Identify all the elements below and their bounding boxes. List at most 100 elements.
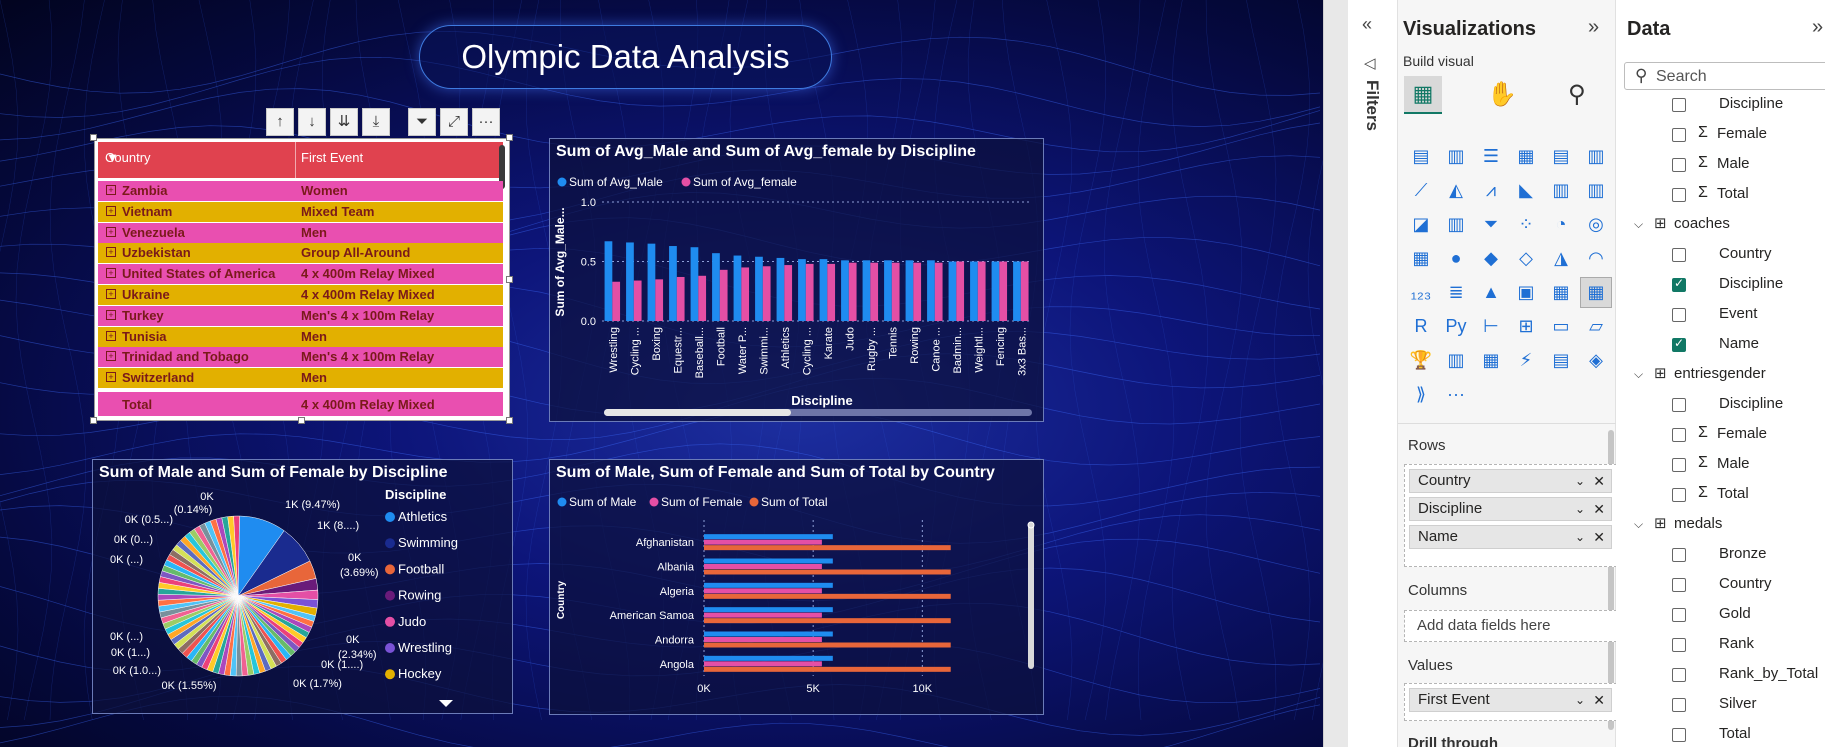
filters-label[interactable]: Filters: [1363, 80, 1382, 132]
visual-type-icon[interactable]: ▥: [1587, 180, 1605, 200]
visual-type-icon[interactable]: ▦: [1482, 350, 1500, 370]
visual-type-icon[interactable]: ◭: [1449, 180, 1463, 200]
visual-type-icon[interactable]: ≣: [1448, 282, 1464, 302]
field-checkbox[interactable]: [1672, 608, 1686, 622]
resize-handle[interactable]: [298, 417, 305, 424]
field-checkbox[interactable]: [1672, 458, 1686, 472]
visual-type-icon[interactable]: ⟋: [1414, 180, 1428, 200]
visual-type-icon[interactable]: ▤: [1552, 350, 1570, 370]
field-checkbox[interactable]: [1672, 158, 1686, 172]
field-item[interactable]: Discipline: [1616, 95, 1825, 115]
field-checkbox[interactable]: [1672, 128, 1686, 142]
field-checkbox[interactable]: [1672, 98, 1686, 112]
chevron-down-icon[interactable]: ⌵: [1634, 517, 1644, 531]
visual-type-icon[interactable]: ◇: [1519, 248, 1533, 268]
expand-row-icon[interactable]: +: [106, 185, 116, 195]
field-checkbox[interactable]: [1672, 428, 1686, 442]
visual-type-icon[interactable]: ⊢: [1483, 316, 1499, 336]
chevron-down-icon[interactable]: ⌄: [1574, 693, 1585, 707]
drill-up-icon[interactable]: ↑: [266, 108, 294, 136]
expand-row-icon[interactable]: +: [106, 226, 116, 237]
visual-type-icon[interactable]: ₁₂₃: [1410, 282, 1432, 302]
row-field-pill[interactable]: Country ⌄ ✕: [1409, 469, 1612, 493]
field-item[interactable]: Σ Female: [1616, 124, 1825, 145]
bar-chart-visual[interactable]: Sum of Male, Sum of Female and Sum of To…: [549, 459, 1044, 715]
vertical-scrollbar[interactable]: [1028, 522, 1034, 669]
expand-row-icon[interactable]: +: [106, 309, 116, 320]
field-checkbox[interactable]: [1672, 308, 1686, 322]
analytics-icon[interactable]: ⚲: [1568, 81, 1586, 108]
filters-pane[interactable]: « ◁ Filters: [1348, 0, 1398, 747]
field-checkbox[interactable]: [1672, 578, 1686, 592]
table-visual[interactable]: Country First Event ▼ + Zambia Women + Vietn…: [94, 138, 510, 421]
expand-row-icon[interactable]: +: [106, 372, 116, 383]
chevron-down-icon[interactable]: ⌄: [1574, 474, 1585, 488]
visual-type-icon[interactable]: ⩘: [1485, 180, 1497, 200]
expand-row-icon[interactable]: +: [106, 247, 116, 258]
field-checkbox[interactable]: [1672, 336, 1686, 352]
visual-type-icon[interactable]: ▦: [1517, 146, 1535, 166]
table-row[interactable]: + Turkey Men's 4 x 100m Relay: [98, 305, 503, 326]
field-item[interactable]: Σ Female: [1616, 424, 1825, 445]
column-header-first-event[interactable]: First Event: [301, 150, 364, 165]
remove-field-icon[interactable]: ✕: [1593, 501, 1605, 517]
expand-row-icon[interactable]: +: [106, 289, 116, 299]
expand-icon[interactable]: »: [1812, 16, 1824, 38]
field-item[interactable]: Σ Male: [1616, 454, 1825, 475]
visual-type-icon[interactable]: ●: [1450, 248, 1462, 268]
rows-well[interactable]: Country ⌄ ✕ Discipline ⌄ ✕ Name ⌄ ✕: [1404, 464, 1617, 567]
search-input[interactable]: ⚲ Search: [1624, 62, 1825, 90]
field-item[interactable]: Σ Male: [1616, 154, 1825, 175]
resize-handle[interactable]: [506, 134, 513, 141]
resize-handle[interactable]: [506, 417, 513, 424]
table-row[interactable]: + Switzerland Men: [98, 368, 503, 389]
table-node[interactable]: ⌵ ⊞ coaches: [1616, 215, 1825, 235]
values-well[interactable]: First Event ⌄ ✕: [1404, 683, 1617, 721]
field-item[interactable]: Discipline: [1616, 275, 1825, 295]
scroll-up-icon[interactable]: [1027, 521, 1035, 529]
expand-row-icon[interactable]: +: [106, 330, 116, 341]
visual-type-icon[interactable]: ▤: [1552, 146, 1570, 166]
column-chart-visual[interactable]: Sum of Avg_Male and Sum of Avg_female by…: [549, 138, 1044, 422]
visual-type-icon[interactable]: ⟫: [1415, 384, 1426, 404]
resize-handle[interactable]: [90, 417, 97, 424]
field-item[interactable]: Name: [1616, 335, 1825, 355]
field-checkbox[interactable]: [1672, 188, 1686, 202]
visual-type-icon[interactable]: ◣: [1519, 180, 1533, 200]
expand-row-icon[interactable]: +: [106, 205, 116, 216]
visual-type-icon[interactable]: ⊞: [1518, 316, 1534, 336]
field-checkbox[interactable]: [1672, 638, 1686, 652]
field-checkbox[interactable]: [1672, 398, 1686, 412]
field-checkbox[interactable]: [1672, 668, 1686, 682]
table-row[interactable]: + Trinidad and Tobago Men's 4 x 100m Relay: [98, 347, 503, 368]
field-checkbox[interactable]: [1672, 248, 1686, 262]
visual-type-icon[interactable]: ◮: [1554, 248, 1568, 268]
visual-type-icon[interactable]: ▭: [1552, 316, 1570, 336]
table-node[interactable]: ⌵ ⊞ entriesgender: [1616, 365, 1825, 385]
more-options-icon[interactable]: ···: [472, 108, 500, 136]
visual-type-icon[interactable]: ···: [1447, 384, 1465, 404]
visual-type-icon[interactable]: ▤: [1412, 146, 1430, 166]
field-checkbox[interactable]: [1672, 698, 1686, 712]
expand-icon[interactable]: »: [1588, 16, 1600, 38]
visual-type-icon[interactable]: 🏆: [1409, 350, 1433, 370]
remove-field-icon[interactable]: ✕: [1593, 473, 1605, 489]
pie-chart-visual[interactable]: Sum of Male and Sum of Female by Discipl…: [92, 459, 513, 714]
table-row[interactable]: + Uzbekistan Group All-Around: [98, 243, 503, 264]
field-checkbox[interactable]: [1672, 276, 1686, 292]
visual-type-icon[interactable]: Py: [1445, 316, 1467, 336]
expand-next-level-icon[interactable]: ⤓: [362, 108, 390, 136]
table-node[interactable]: ⌵ ⊞ medals: [1616, 515, 1825, 535]
field-item[interactable]: Σ Total: [1616, 184, 1825, 205]
field-item[interactable]: Total: [1616, 725, 1825, 745]
table-row[interactable]: + Vietnam Mixed Team: [98, 201, 503, 222]
visual-type-icon[interactable]: ⁘: [1518, 214, 1534, 234]
scrollbar-thumb[interactable]: [604, 409, 791, 416]
field-item[interactable]: Rank_by_Total: [1616, 665, 1825, 685]
chevron-down-icon[interactable]: ⌄: [1574, 530, 1585, 544]
collapse-icon[interactable]: «: [1362, 14, 1373, 34]
focus-mode-icon[interactable]: ⤢: [440, 108, 468, 136]
field-item[interactable]: Gold: [1616, 605, 1825, 625]
drill-down-icon[interactable]: ↓: [298, 108, 326, 136]
row-field-pill[interactable]: Name ⌄ ✕: [1409, 525, 1612, 549]
